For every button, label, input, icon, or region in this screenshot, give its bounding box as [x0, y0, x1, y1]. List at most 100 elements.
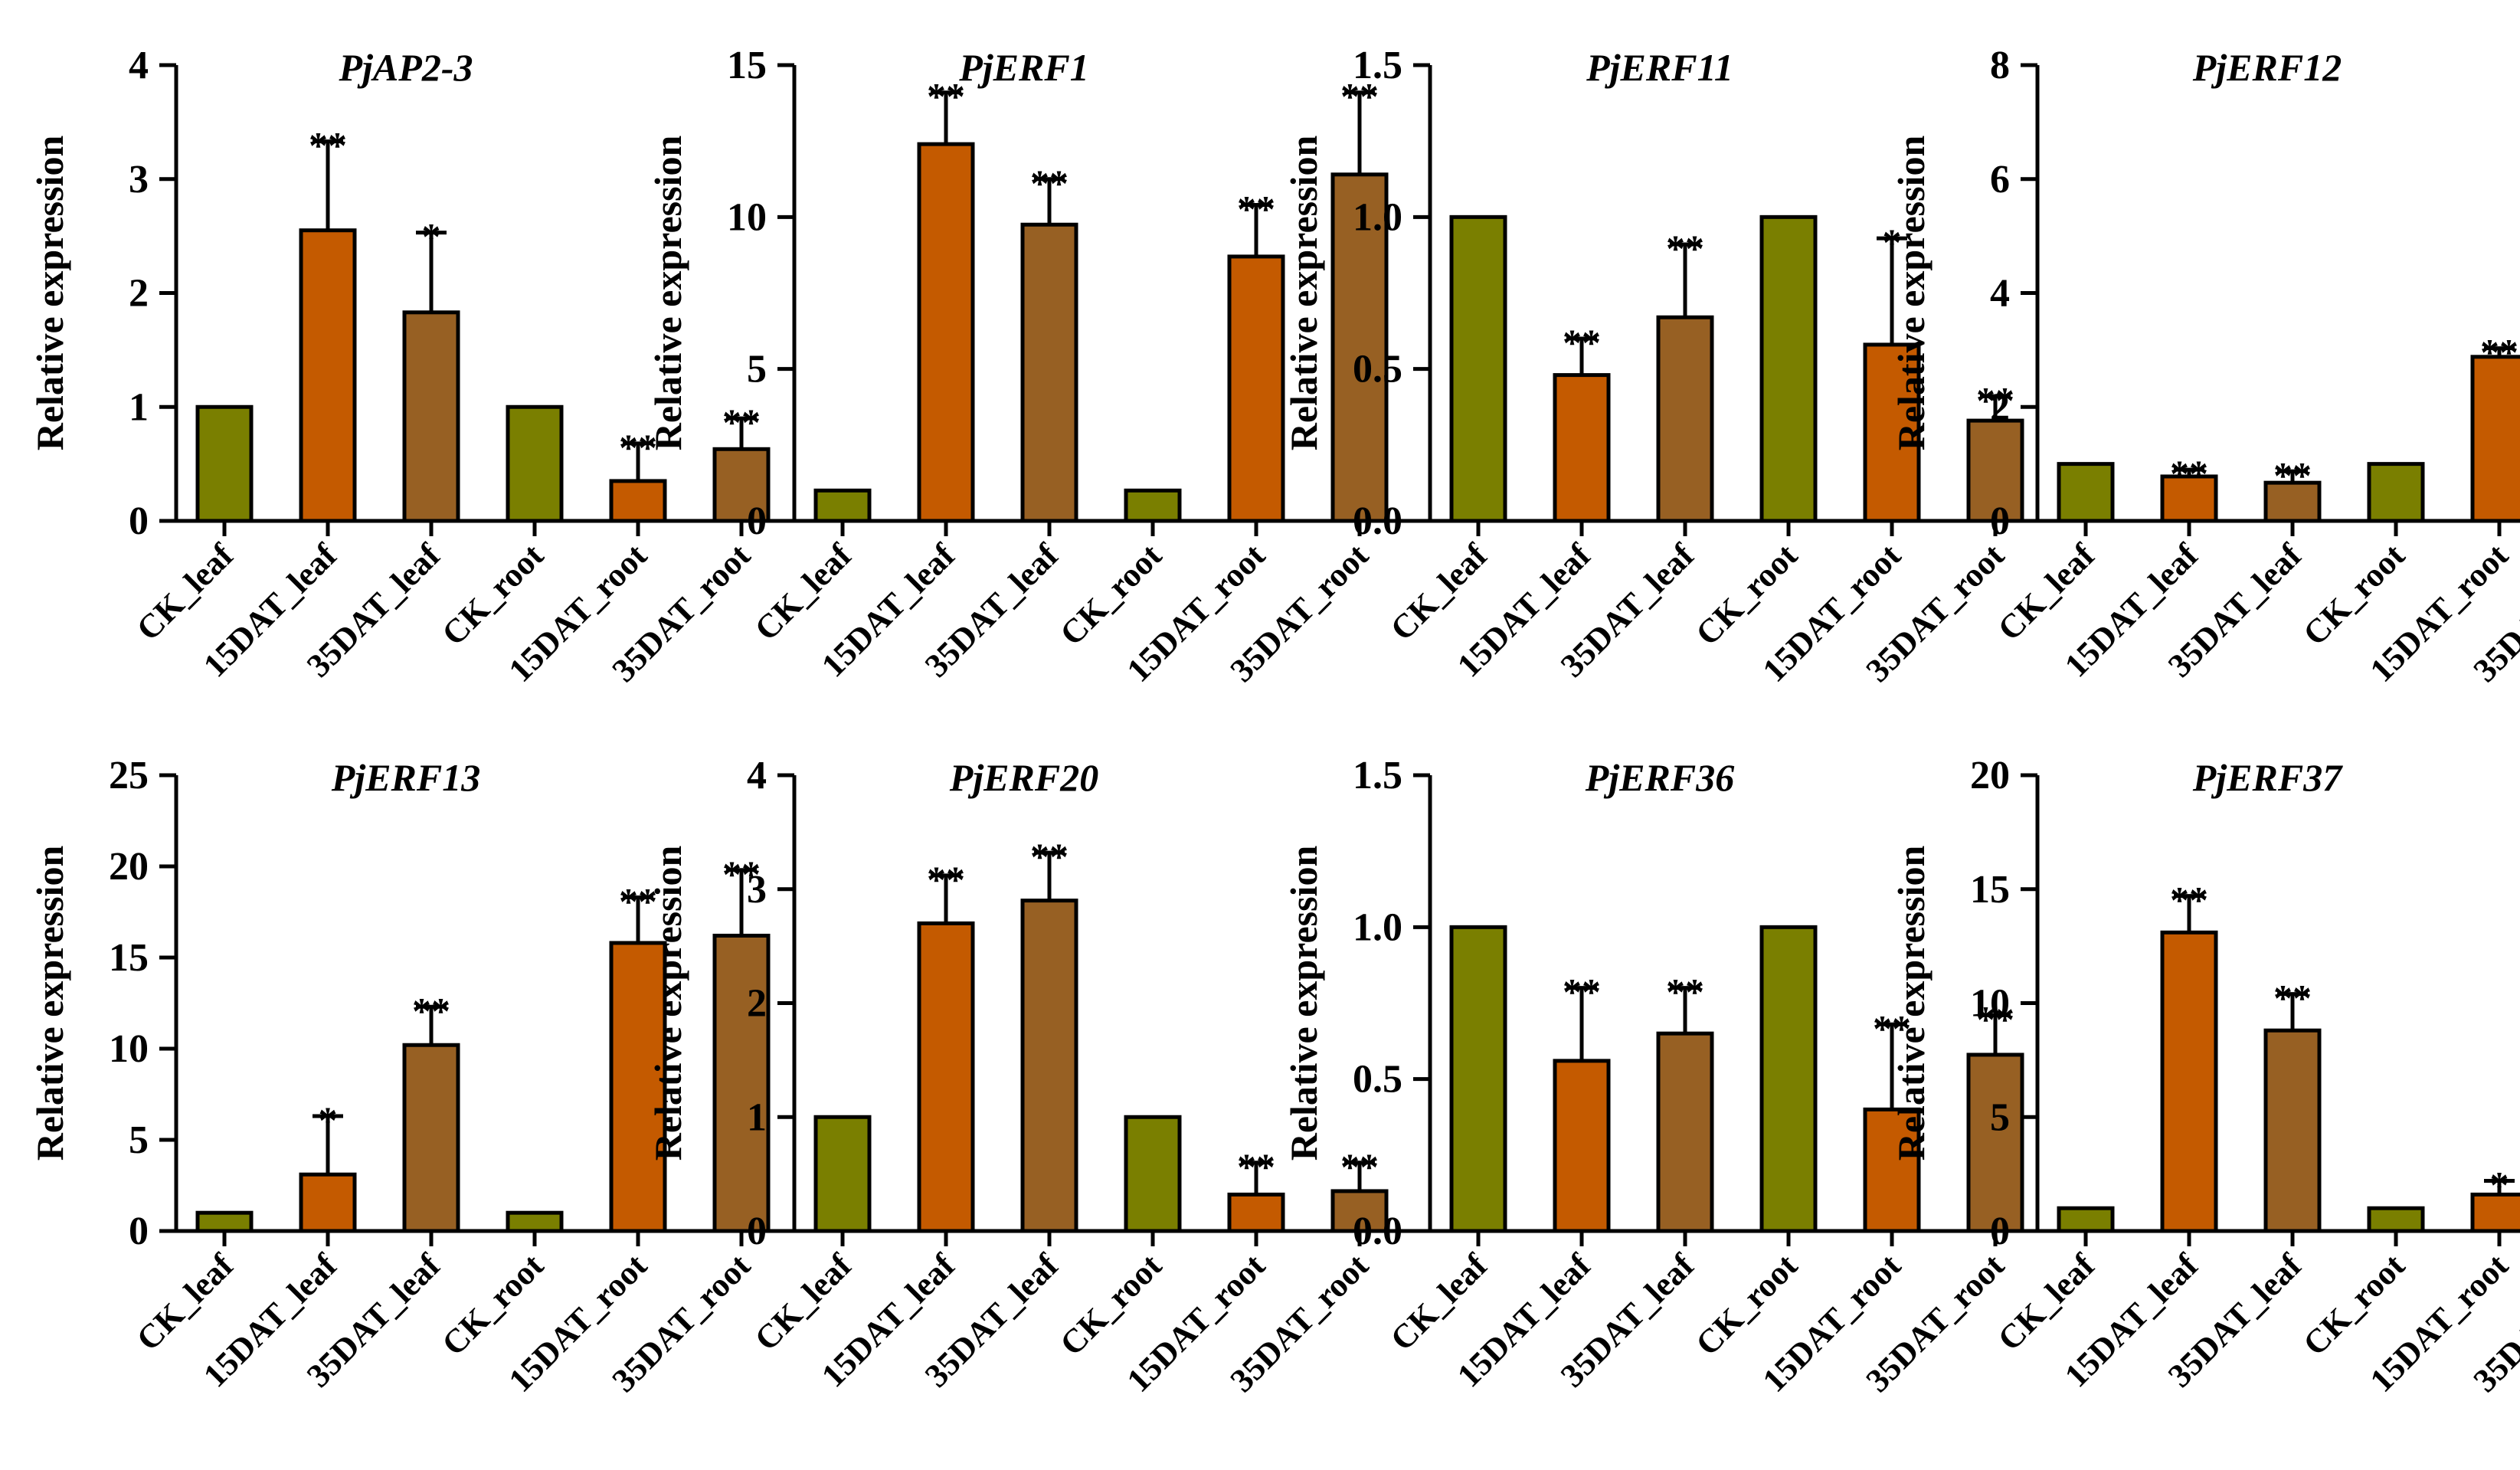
- y-tick-label: 0: [1990, 499, 2010, 543]
- y-tick-label: 1: [129, 385, 149, 429]
- bar-15DAT_root: [1863, 1107, 1921, 1233]
- significance-label: **: [1030, 835, 1069, 878]
- bar-CK_leaf: [2057, 1206, 2115, 1233]
- bar-35DAT_root: [712, 933, 771, 1233]
- significance-label: **: [1563, 971, 1601, 1013]
- bar-CK_root: [1124, 1115, 1182, 1233]
- y-tick-label: 0.5: [1353, 1058, 1402, 1102]
- y-tick-label: 0.0: [1353, 499, 1402, 543]
- y-axis-label: Relative expression: [646, 846, 689, 1161]
- significance-label: **: [2480, 331, 2518, 374]
- bar-15DAT_root: [1863, 342, 1921, 523]
- significance-label: **: [1666, 971, 1704, 1013]
- bar-CK_leaf: [2057, 462, 2115, 523]
- y-tick-label: 5: [747, 348, 767, 391]
- y-tick-label: 0: [1990, 1210, 2010, 1253]
- bar-35DAT_leaf: [2263, 480, 2322, 523]
- significance-label: **: [2273, 977, 2312, 1020]
- significance-label: **: [2170, 879, 2208, 922]
- bar-CK_root: [2367, 1206, 2425, 1233]
- panel-title: PjERF13: [331, 756, 480, 799]
- y-axis-label: Relative expression: [28, 846, 71, 1161]
- bar-CK_leaf: [1449, 925, 1507, 1233]
- significance-label: *: [319, 1098, 338, 1141]
- y-tick-label: 2: [1990, 385, 2010, 429]
- panel-title: PjERF20: [949, 756, 1098, 799]
- panel-title: PjERF11: [1586, 46, 1733, 89]
- bar-CK_root: [2367, 462, 2425, 523]
- bar-15DAT_root: [609, 479, 667, 523]
- y-tick-label: 0.5: [1353, 348, 1402, 391]
- y-axis-label: Relative expression: [646, 136, 689, 451]
- bar-CK_root: [1124, 488, 1182, 523]
- significance-label: *: [2490, 1164, 2509, 1206]
- significance-label: **: [1976, 378, 2014, 421]
- bar-15DAT_leaf: [1553, 1059, 1611, 1233]
- bar-CK_leaf: [813, 1115, 872, 1233]
- panel-title: PjERF12: [2192, 46, 2342, 89]
- bar-35DAT_leaf: [402, 310, 460, 523]
- significance-label: **: [309, 124, 347, 167]
- bar-15DAT_leaf: [2160, 930, 2218, 1233]
- y-tick-label: 3: [747, 868, 767, 912]
- significance-label: **: [1563, 321, 1601, 364]
- y-tick-label: 0.0: [1353, 1210, 1402, 1253]
- bar-15DAT_leaf: [1553, 373, 1611, 523]
- panel-title: PjERF37: [2192, 756, 2343, 799]
- y-axis-label: Relative expression: [1890, 846, 1933, 1161]
- y-axis-label: Relative expression: [28, 136, 71, 451]
- significance-label: **: [927, 858, 965, 901]
- significance-label: **: [619, 879, 657, 922]
- y-tick-label: 15: [109, 936, 149, 980]
- y-axis-label: Relative expression: [1282, 136, 1325, 451]
- bar-15DAT_leaf: [2160, 474, 2218, 523]
- bar-15DAT_root: [1227, 1192, 1285, 1233]
- bar-CK_leaf: [195, 404, 254, 523]
- panel-title: PjAP2-3: [339, 46, 473, 89]
- significance-label: **: [1237, 1145, 1275, 1188]
- bar-35DAT_root: [1966, 1053, 2024, 1233]
- panel-title: PjERF36: [1585, 756, 1734, 799]
- y-tick-label: 20: [1970, 754, 2010, 797]
- bar-CK_root: [506, 1210, 564, 1233]
- significance-label: **: [1873, 1007, 1911, 1049]
- y-tick-label: 1: [747, 1095, 767, 1139]
- y-tick-label: 15: [1970, 868, 2010, 912]
- y-tick-label: 3: [129, 158, 149, 201]
- bar-CK_root: [1759, 214, 1818, 523]
- significance-label: **: [1340, 1145, 1379, 1188]
- y-tick-label: 0: [129, 499, 149, 543]
- significance-label: **: [412, 989, 450, 1032]
- y-tick-label: 10: [1970, 982, 2010, 1026]
- significance-label: *: [1883, 221, 1902, 264]
- significance-label: **: [1030, 162, 1069, 205]
- significance-label: **: [1976, 997, 2014, 1040]
- significance-label: **: [722, 401, 761, 444]
- y-tick-label: 4: [129, 44, 149, 87]
- significance-label: **: [2170, 452, 2208, 495]
- y-tick-label: 1.5: [1353, 44, 1402, 87]
- y-tick-label: 1.5: [1353, 754, 1402, 797]
- y-tick-label: 1.0: [1353, 905, 1402, 949]
- bar-35DAT_leaf: [2263, 1028, 2322, 1233]
- y-tick-label: 0: [747, 1210, 767, 1253]
- bar-35DAT_leaf: [1656, 315, 1714, 523]
- bar-CK_leaf: [813, 488, 872, 523]
- panel-title: PjERF1: [958, 46, 1088, 89]
- bar-CK_root: [1759, 925, 1818, 1233]
- significance-label: **: [619, 426, 657, 469]
- y-tick-label: 1.0: [1353, 195, 1402, 239]
- y-tick-label: 20: [109, 845, 149, 889]
- y-axis-label: Relative expression: [1282, 846, 1325, 1161]
- y-tick-label: 4: [747, 754, 767, 797]
- bar-CK_leaf: [195, 1210, 254, 1233]
- y-tick-label: 10: [109, 1027, 149, 1071]
- y-tick-label: 2: [747, 982, 767, 1026]
- significance-label: *: [422, 215, 441, 258]
- significance-label: **: [1666, 227, 1704, 270]
- y-tick-label: 5: [129, 1118, 149, 1162]
- y-tick-label: 2: [129, 272, 149, 316]
